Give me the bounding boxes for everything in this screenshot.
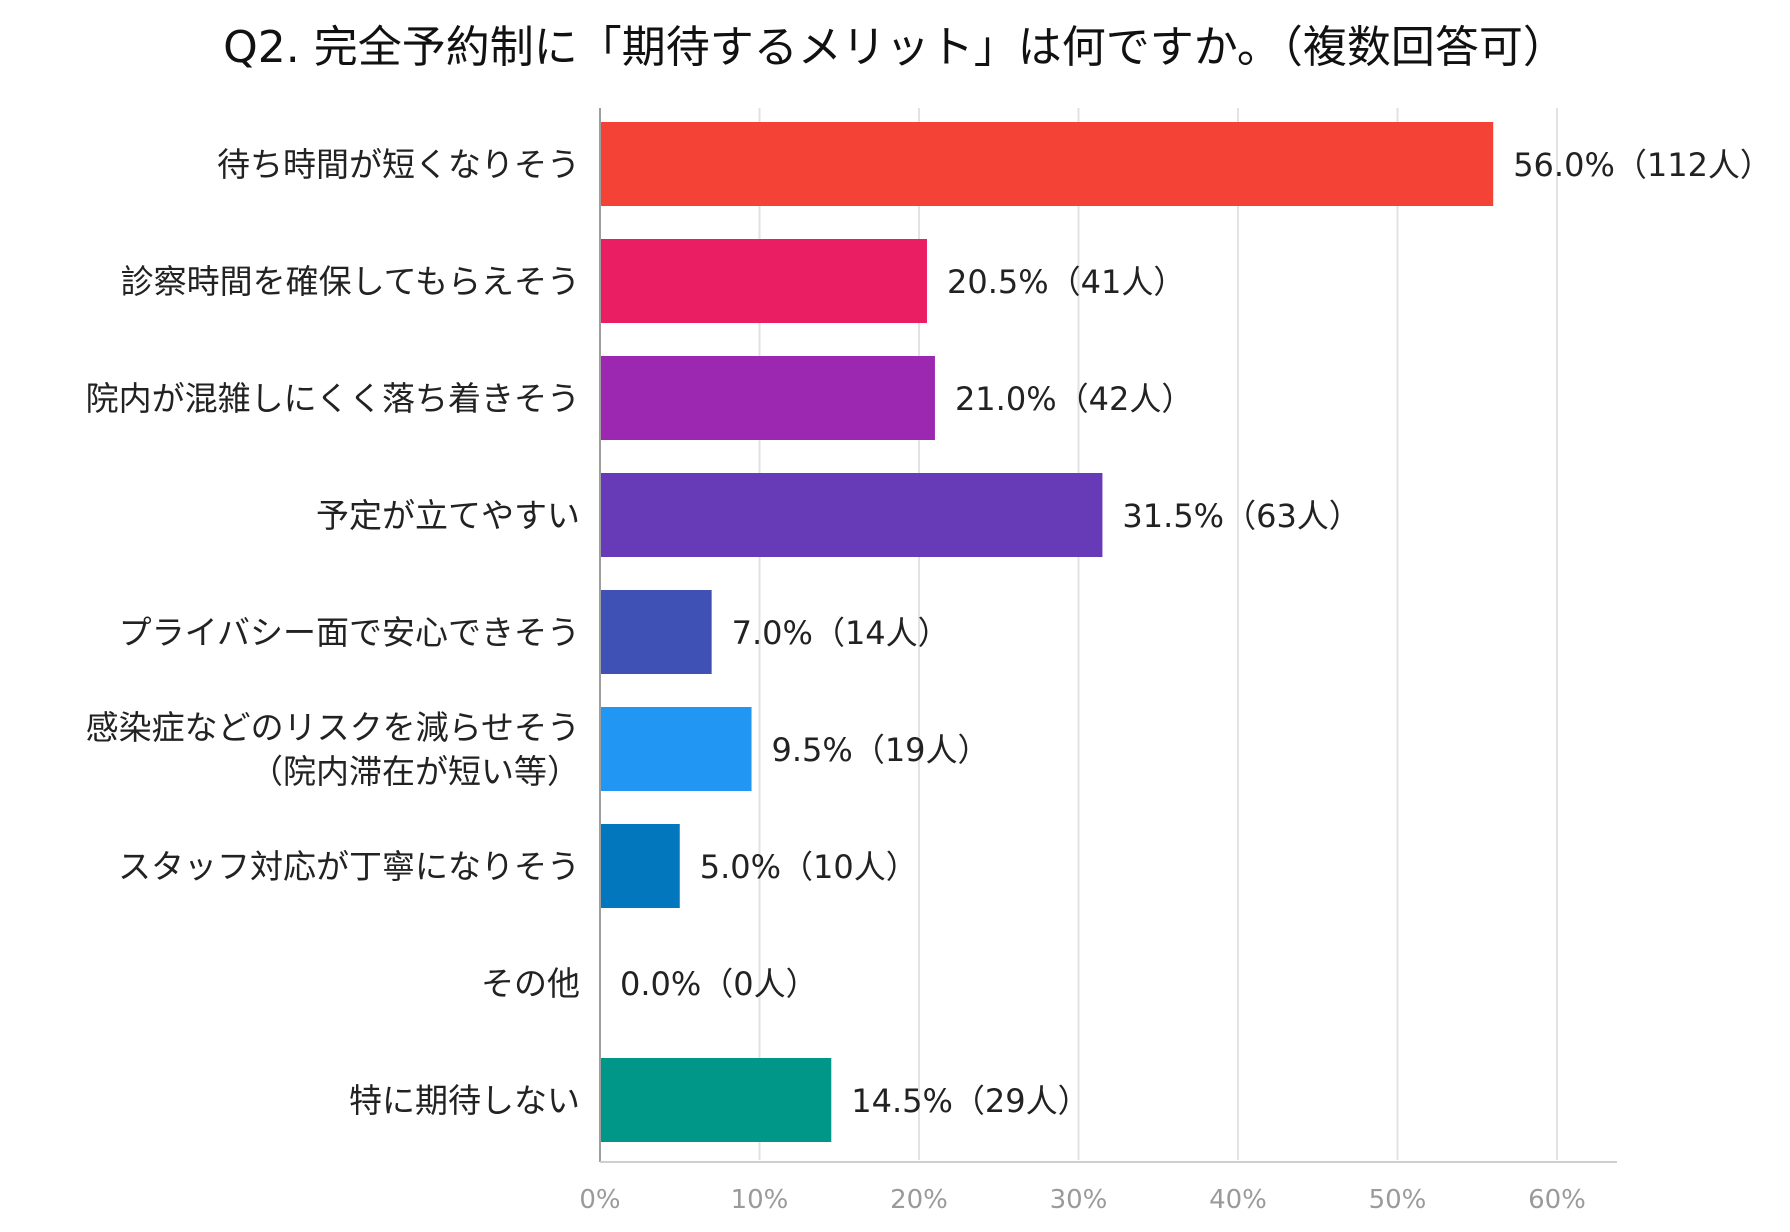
category-label: 特に期待しない [349, 1081, 580, 1120]
data-label: 14.5%（29人） [851, 1082, 1089, 1120]
x-tick-label: 40% [1209, 1185, 1267, 1215]
bar [600, 590, 712, 674]
x-tick-label: 10% [731, 1185, 789, 1215]
category-label: プライバシー面で安心できそう [119, 613, 580, 652]
x-tick-label: 50% [1369, 1185, 1427, 1215]
bar [600, 707, 752, 791]
x-tick-label: 0% [579, 1185, 620, 1215]
category-label: 感染症などのリスクを減らせそう [86, 708, 580, 747]
data-label: 0.0%（0人） [620, 965, 818, 1003]
data-label: 7.0%（14人） [732, 614, 950, 652]
bar [600, 473, 1103, 557]
bar [600, 1058, 832, 1142]
bar [600, 122, 1494, 206]
bar [600, 824, 680, 908]
x-tick-label: 30% [1050, 1185, 1108, 1215]
x-axis-ticks: 0% 10% 20% 30% 40% 50% 60% [579, 1185, 1586, 1215]
bar [600, 356, 935, 440]
category-label: 診察時間を確保してもらえそう [121, 262, 580, 301]
category-label: （院内滞在が短い等） [250, 752, 580, 791]
category-label: スタッフ対応が丁寧になりそう [118, 847, 580, 886]
bar [600, 239, 927, 323]
category-label: 予定が立てやすい [316, 496, 580, 535]
chart-title: Q2. 完全予約制に「期待するメリット」は何ですか。（複数回答可） [223, 22, 1567, 73]
data-label: 31.5%（63人） [1122, 497, 1360, 535]
category-label: 院内が混雑しにくく落ち着きそう [86, 379, 580, 418]
category-labels: 待ち時間が短くなりそう診察時間を確保してもらえそう院内が混雑しにくく落ち着きそう… [86, 145, 580, 1120]
x-tick-label: 60% [1528, 1185, 1586, 1215]
data-label: 9.5%（19人） [772, 731, 990, 769]
category-label: その他 [481, 964, 580, 1003]
data-label: 21.0%（42人） [955, 380, 1193, 418]
data-label: 5.0%（10人） [700, 848, 918, 886]
category-label: 待ち時間が短くなりそう [217, 145, 580, 184]
data-label: 20.5%（41人） [947, 263, 1185, 301]
data-label: 56.0%（112人） [1513, 146, 1772, 184]
x-tick-label: 20% [890, 1185, 948, 1215]
bars [600, 122, 1494, 1142]
value-labels: 56.0%（112人） 20.5%（41人） 21.0%（42人） 31.5%（63人… [620, 146, 1772, 1120]
